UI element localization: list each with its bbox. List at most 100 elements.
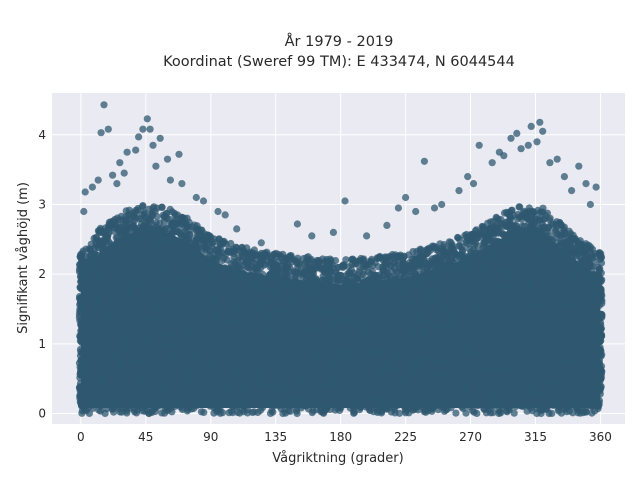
data-point-outlier — [156, 134, 164, 142]
data-point — [112, 241, 120, 249]
data-point-outlier — [513, 129, 521, 137]
data-point — [115, 405, 123, 413]
data-point — [358, 321, 366, 329]
data-point — [439, 323, 447, 331]
data-point — [549, 353, 557, 361]
data-point — [225, 317, 233, 325]
data-point — [183, 364, 191, 373]
data-point — [317, 406, 325, 415]
data-point — [447, 379, 456, 387]
data-point — [131, 342, 139, 350]
data-point — [125, 286, 133, 294]
data-point — [184, 290, 192, 298]
data-point — [320, 267, 328, 275]
data-point — [212, 255, 220, 264]
data-point — [383, 268, 391, 276]
data-point — [231, 259, 239, 267]
data-point — [160, 234, 168, 243]
data-point — [395, 378, 403, 386]
data-point-outlier — [546, 159, 554, 167]
data-point — [270, 363, 278, 371]
data-point — [460, 283, 468, 292]
data-point — [574, 280, 582, 289]
data-point — [176, 230, 184, 238]
data-point — [150, 329, 158, 337]
data-point — [541, 391, 549, 399]
data-point — [421, 396, 429, 404]
data-point — [201, 381, 209, 389]
data-point — [444, 370, 452, 378]
data-point — [441, 338, 449, 346]
data-point — [295, 353, 303, 361]
data-point — [90, 398, 98, 406]
data-point — [78, 356, 86, 364]
x-tick-label: 45 — [138, 430, 153, 444]
data-point — [548, 277, 556, 285]
data-point — [332, 284, 341, 292]
data-point — [520, 287, 528, 295]
data-point — [566, 403, 575, 411]
data-point — [415, 385, 423, 393]
data-point — [449, 296, 457, 304]
data-point — [248, 408, 257, 416]
data-point — [408, 328, 416, 336]
data-point — [188, 249, 196, 257]
data-point-outlier — [152, 162, 160, 170]
data-point — [587, 302, 595, 310]
data-point — [206, 400, 215, 408]
data-point — [136, 224, 144, 232]
data-point — [246, 278, 254, 286]
data-point-outlier — [146, 125, 154, 133]
data-point — [305, 363, 313, 371]
data-point — [403, 278, 411, 286]
data-point — [245, 285, 253, 293]
data-point — [204, 275, 212, 283]
data-point-outlier — [582, 180, 590, 188]
data-point — [537, 338, 545, 346]
data-point — [454, 390, 462, 398]
data-point — [409, 383, 417, 392]
data-point — [94, 302, 102, 310]
data-point — [125, 215, 133, 223]
data-point — [514, 250, 522, 258]
data-point — [76, 261, 84, 269]
data-point-outlier — [120, 169, 128, 177]
data-point — [589, 295, 597, 303]
data-point — [425, 342, 433, 350]
data-point-outlier — [527, 122, 535, 130]
data-point — [232, 343, 240, 351]
data-point — [370, 378, 379, 386]
data-point — [362, 294, 370, 302]
data-point — [497, 409, 505, 417]
data-point — [597, 311, 605, 319]
data-point — [238, 277, 246, 285]
data-point — [372, 400, 381, 408]
data-point — [227, 239, 235, 248]
data-point-outlier — [553, 155, 561, 163]
data-point — [178, 405, 186, 414]
data-point-outlier — [257, 239, 265, 247]
data-point — [200, 230, 208, 238]
data-point — [541, 273, 549, 281]
data-point — [581, 310, 589, 318]
data-point — [78, 285, 86, 294]
data-point — [508, 222, 516, 230]
data-point — [395, 355, 403, 363]
data-point — [598, 276, 606, 284]
data-point — [546, 322, 554, 330]
data-point — [578, 398, 586, 406]
data-point — [134, 371, 142, 379]
data-point — [280, 385, 288, 393]
data-point — [206, 260, 214, 268]
data-point — [338, 364, 346, 372]
data-point — [438, 356, 446, 365]
data-point-outlier — [524, 141, 532, 149]
data-point — [288, 292, 296, 300]
data-point — [96, 270, 104, 279]
data-point — [418, 262, 426, 270]
data-point — [326, 264, 334, 272]
data-point-outlier — [100, 101, 108, 109]
data-point — [232, 306, 240, 314]
data-point — [480, 366, 488, 374]
data-point — [463, 237, 471, 245]
